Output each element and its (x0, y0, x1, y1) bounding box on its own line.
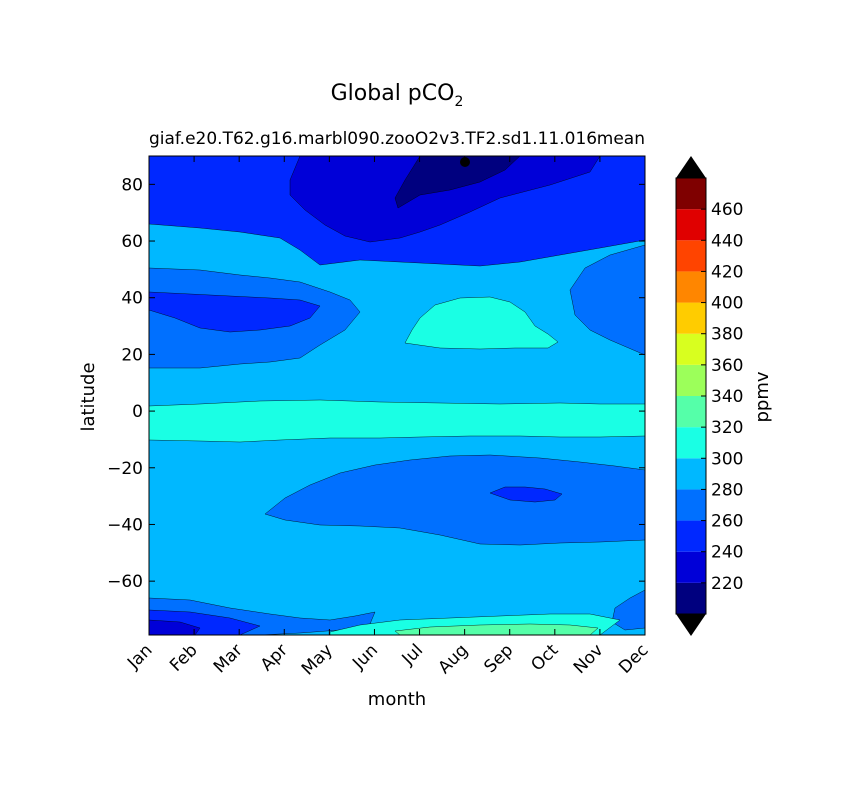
colorbar-bin (676, 520, 706, 552)
contour-arctic-low (289, 156, 601, 243)
colorbar-tick-label: 300 (711, 449, 743, 469)
colorbar-bin (676, 551, 706, 583)
colorbar-bin (676, 427, 706, 459)
x-tick-label: Nov (570, 640, 608, 678)
x-tick-label: Aug (435, 640, 473, 678)
x-tick-label: Jul (398, 640, 427, 669)
colorbar-tick-label: 240 (711, 543, 743, 563)
colorbar: 220 240 260 280 300 320 340 360 380 400 420 440 460 (675, 156, 743, 636)
x-tick-label: Mar (210, 640, 247, 677)
chart-subtitle-left: giaf.e20.T62.g16.marbl090.zooO2v3.TF2.sd… (149, 129, 597, 149)
y-tick-label: 40 (121, 289, 143, 309)
plot-area (149, 156, 645, 635)
contour-south-midlat (264, 454, 645, 546)
colorbar-bin (676, 333, 706, 365)
x-tick-label: Feb (166, 640, 201, 675)
x-tick-label: May (298, 640, 337, 679)
colorbar-tick-label: 220 (711, 574, 743, 594)
colorbar-bin (676, 582, 706, 614)
y-tick-label: −20 (107, 459, 143, 479)
x-tick-label: Dec (615, 640, 652, 677)
x-tick-label: Jan (123, 640, 156, 673)
y-axis: 80 60 40 20 0 −20 −40 −60 (107, 175, 645, 592)
colorbar-bin (676, 364, 706, 396)
colorbar-tick-label: 420 (711, 262, 743, 282)
colorbar-tick-label: 400 (711, 294, 743, 314)
colorbar-bin (676, 489, 706, 521)
colorbar-bin (676, 271, 706, 303)
colorbar-tick-label: 440 (711, 231, 743, 251)
contour-north-east-blob (569, 244, 645, 356)
contour-north-dark (149, 291, 321, 333)
chart-title: Global pCO2 (331, 81, 464, 110)
y-tick-label: 80 (121, 175, 143, 195)
colorbar-tick-label: 280 (711, 480, 743, 500)
contour-north-subtrop-high (404, 296, 559, 350)
x-tick-label: Sep (480, 640, 517, 677)
y-tick-label: 60 (121, 232, 143, 252)
colorbar-bin (676, 458, 706, 490)
y-tick-label: −40 (107, 515, 143, 535)
y-tick-label: −60 (107, 572, 143, 592)
contour-antarctic-peak (394, 623, 599, 635)
colorbar-tick-label: 340 (711, 387, 743, 407)
contour-south-midlat-min (489, 486, 563, 503)
chart-subtitle-right: mean (597, 129, 645, 149)
y-axis-label: latitude (78, 362, 99, 431)
colorbar-tick-label: 460 (711, 200, 743, 220)
colorbar-tick-label: 380 (711, 325, 743, 345)
x-tick-label: Apr (257, 640, 292, 675)
contour-equator (149, 399, 645, 443)
colorbar-bin (676, 240, 706, 272)
colorbar-tick-label: 360 (711, 356, 743, 376)
colorbar-bin (676, 209, 706, 241)
colorbar-tick-label: 320 (711, 418, 743, 438)
plot-frame (148, 155, 646, 636)
x-axis-label: month (368, 689, 426, 710)
colorbar-label: ppmv (752, 371, 773, 422)
colorbar-tick-label: 260 (711, 512, 743, 532)
colorbar-extend-high (676, 156, 706, 178)
x-tick-label: Jun (348, 640, 382, 674)
y-tick-label: 20 (121, 345, 143, 365)
contour-south-highlat-min (149, 619, 201, 635)
x-tick-label: Oct (527, 640, 562, 675)
contour-arctic-min (394, 156, 521, 209)
y-tick-label: 0 (132, 402, 143, 422)
colorbar-bin (676, 302, 706, 334)
colorbar-bin (676, 396, 706, 428)
colorbar-bin (676, 178, 706, 210)
colorbar-extend-low (676, 614, 706, 636)
